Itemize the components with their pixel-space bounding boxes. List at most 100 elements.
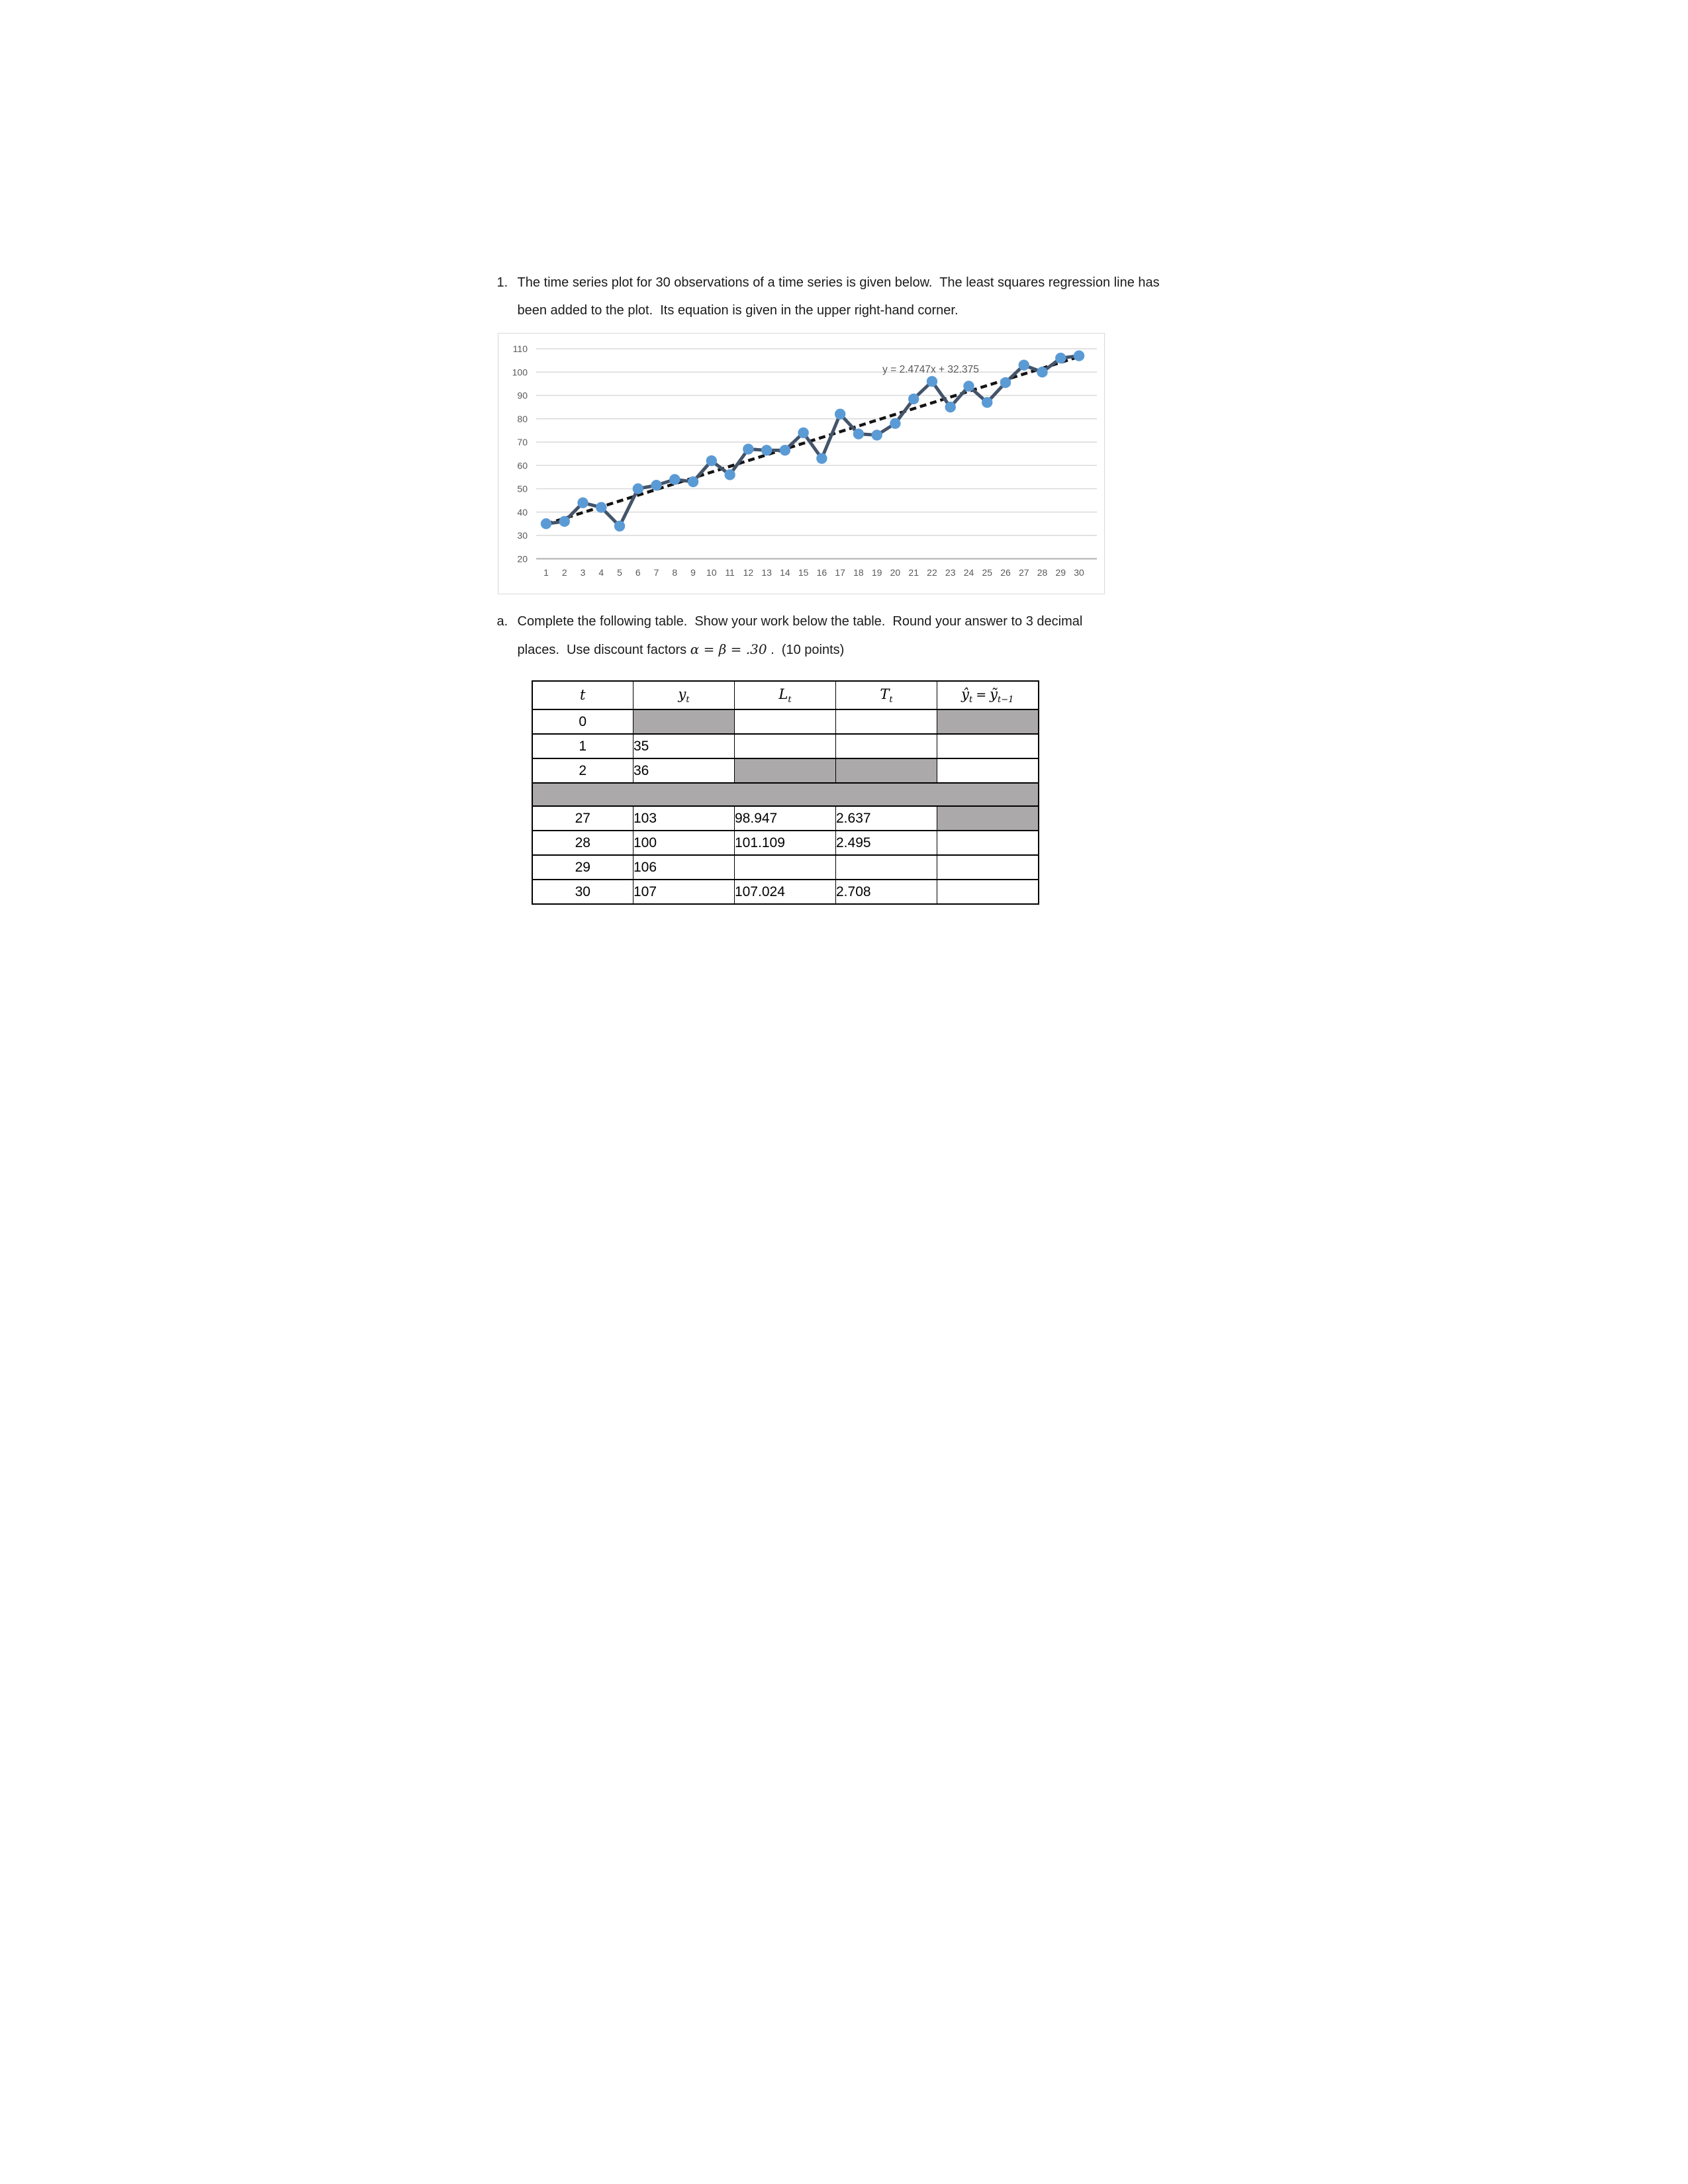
cell-T: [835, 709, 937, 735]
cell-t: 0: [532, 709, 633, 735]
data-point-marker: [853, 428, 864, 439]
cell-T: [835, 733, 937, 759]
cell-L: 98.947: [734, 805, 836, 831]
cell-t: 28: [532, 830, 633, 856]
discount-factors-math: α = β = .30: [690, 641, 767, 657]
data-point-marker: [650, 480, 662, 491]
x-tick-label: 3: [580, 567, 585, 578]
header-cell-yhat: ŷt = ỹt−1: [937, 680, 1039, 710]
x-tick-label: 11: [725, 567, 735, 578]
x-tick-label: 2: [561, 567, 567, 578]
cell-y: 35: [633, 733, 735, 759]
y-tick-label: 40: [517, 507, 528, 518]
cell-yhat: [937, 854, 1039, 880]
time-series-chart: 20 30 40 50 60 70 80 90 100 110 1 2 3 4 5 6 7 8 9 10 11 12 13 1…: [497, 333, 1105, 594]
x-tick-label: 24: [963, 567, 974, 578]
cell-T: 2.708: [835, 879, 937, 905]
question-a-line2-post: . (10 points): [767, 643, 845, 657]
cell-t: 27: [532, 805, 633, 831]
header-cell-t: t: [532, 680, 633, 710]
y-tick-label: 90: [517, 390, 528, 401]
x-tick-label: 23: [945, 567, 955, 578]
header-cell-lt: Lt: [734, 680, 836, 710]
x-tick-label: 7: [653, 567, 659, 578]
cell-L: [734, 709, 836, 735]
data-point-marker: [669, 474, 680, 485]
data-point-marker: [1018, 359, 1029, 371]
data-point-marker: [797, 427, 809, 439]
x-tick-label: 27: [1018, 567, 1029, 578]
data-point-marker: [761, 445, 772, 456]
cell-yhat: [937, 758, 1039, 784]
table-row: 30 107 107.024 2.708: [532, 879, 1039, 905]
question-a: a. Complete the following table. Show yo…: [497, 608, 1083, 664]
y-tick-label: 60: [517, 460, 528, 471]
data-point-marker: [870, 430, 882, 441]
data-point-marker: [687, 476, 698, 488]
x-tick-label: 9: [690, 567, 696, 578]
document-page: 1. The time series plot for 30 observati…: [422, 0, 1266, 1092]
y-tick-label: 20: [517, 553, 528, 564]
x-tick-label: 14: [780, 567, 790, 578]
cell-y: 106: [633, 854, 735, 880]
data-point-marker: [1055, 352, 1066, 364]
cell-L: 107.024: [734, 879, 836, 905]
data-point-marker: [559, 516, 570, 527]
separator-cell: [532, 782, 1039, 807]
data-point-marker: [706, 455, 717, 467]
data-point-marker: [742, 443, 754, 455]
cell-T: [835, 854, 937, 880]
x-tick-label: 13: [761, 567, 772, 578]
cell-T: 2.637: [835, 805, 937, 831]
data-point-marker: [595, 502, 606, 513]
cell-yhat: [937, 709, 1039, 735]
data-point-marker: [981, 396, 992, 408]
data-point-marker: [962, 381, 974, 392]
question-1-text-line-1: The time series plot for 30 observations…: [517, 275, 1160, 290]
question-a-line2-pre: places. Use discount factors: [517, 643, 690, 657]
cell-t: 29: [532, 854, 633, 880]
y-tick-label: 30: [517, 530, 528, 541]
cell-y: 36: [633, 758, 735, 784]
x-tick-label: 28: [1037, 567, 1047, 578]
data-point-marker: [834, 408, 845, 420]
x-tick-label: 26: [1000, 567, 1011, 578]
cell-yhat: [937, 805, 1039, 831]
data-point-marker: [632, 483, 643, 494]
question-1: 1. The time series plot for 30 observati…: [497, 269, 1160, 324]
y-tick-label: 100: [512, 367, 528, 377]
data-point-marker: [1036, 367, 1048, 378]
cell-y: 100: [633, 830, 735, 856]
data-point-marker: [779, 445, 790, 456]
header-cell-tt: Tt: [835, 680, 937, 710]
question-1-text-line-2: been added to the plot. Its equation is …: [517, 303, 959, 318]
cell-y: 107: [633, 879, 735, 905]
cell-yhat: [937, 879, 1039, 905]
table-separator-row: [532, 782, 1039, 807]
x-tick-label: 12: [743, 567, 753, 578]
y-tick-label: 70: [517, 437, 528, 447]
data-point-marker: [816, 453, 827, 464]
table-row: 0: [532, 709, 1039, 735]
trendline: [545, 355, 1080, 526]
x-tick-label: 17: [835, 567, 845, 578]
question-a-letter: a.: [496, 614, 508, 629]
cell-L: [734, 758, 836, 784]
trendline-equation: y = 2.4747x + 32.375: [882, 364, 979, 375]
x-tick-label: 4: [598, 567, 604, 578]
table-row: 27 103 98.947 2.637: [532, 805, 1039, 831]
x-tick-label: 10: [706, 567, 717, 578]
cell-L: 101.109: [734, 830, 836, 856]
table-row: 28 100 101.109 2.495: [532, 830, 1039, 856]
data-point-marker: [945, 401, 956, 413]
x-tick-label: 21: [908, 567, 919, 578]
cell-t: 2: [532, 758, 633, 784]
table-body: 0 1 35 2 36 27 103 98.947 2.637 28 100 101.109 2.495…: [532, 709, 1039, 905]
question-1-number: 1.: [496, 275, 508, 290]
cell-yhat: [937, 830, 1039, 856]
data-point-marker: [908, 393, 919, 404]
data-point-marker: [614, 520, 625, 532]
x-tick-label: 8: [672, 567, 677, 578]
x-tick-label: 29: [1055, 567, 1066, 578]
